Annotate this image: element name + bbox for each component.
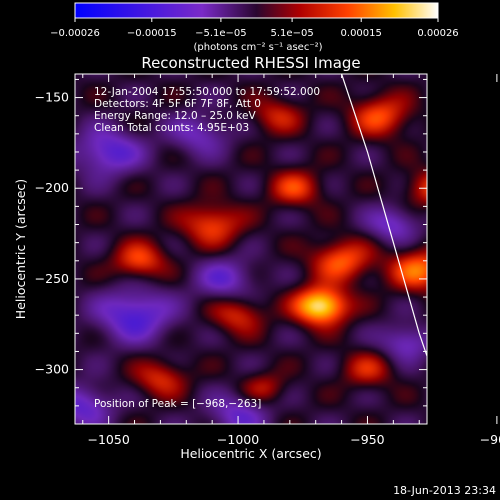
y-tick-label: −250 xyxy=(35,271,69,286)
heatmap-image xyxy=(75,74,427,424)
colorbar-tick-label: 5.1e−05 xyxy=(271,28,314,39)
colorbar-tick-label: 0.00015 xyxy=(341,28,382,39)
annotation-block: 12-Jan-2004 17:55:50.000 to 17:59:52.000… xyxy=(94,86,320,410)
plot-frame xyxy=(74,73,428,425)
annotation-energy: Energy Range: 12.0 – 25.0 keV xyxy=(94,110,256,122)
annotation-clean: Clean Total counts: 4.95E+03 xyxy=(94,122,249,134)
x-axis-title: Heliocentric X (arcsec) xyxy=(180,446,321,461)
annotation-detectors: Detectors: 4F 5F 6F 7F 8F, Att 0 xyxy=(94,98,261,110)
chart-title: Reconstructed RHESSI Image xyxy=(141,54,360,72)
colorbar-tick-label: −5.1e−05 xyxy=(195,28,247,39)
y-tick-label: −200 xyxy=(35,180,69,195)
solar-limb-curve xyxy=(341,74,427,358)
y-axis-title: Heliocentric Y (arcsec) xyxy=(13,179,28,319)
colorbar xyxy=(74,2,439,19)
annotation-peak: Position of Peak = [−968,−263] xyxy=(94,398,261,410)
y-tick-label: −150 xyxy=(35,90,69,105)
x-axis-ticks: −1050 −1000 −950 −900 xyxy=(82,74,500,447)
colorbar-ticks: −0.00026 −0.00015 −5.1e−05 5.1e−05 0.00015 0.… xyxy=(50,18,459,39)
annotation-time-range: 12-Jan-2004 17:55:50.000 to 17:59:52.000 xyxy=(94,86,320,98)
x-tick-label: −950 xyxy=(350,432,384,447)
colorbar-tick-label: 0.00026 xyxy=(417,28,458,39)
y-tick-label: −300 xyxy=(35,362,69,377)
y-axis-ticks: −150 −200 −250 −300 xyxy=(35,78,427,407)
x-tick-label: −900 xyxy=(480,432,500,447)
colorbar-tick-label: −0.00026 xyxy=(50,28,100,39)
colorbar-unit-label: (photons cm⁻² s⁻¹ asec⁻²) xyxy=(193,42,322,53)
footer-timestamp: 18-Jun-2013 23:34 xyxy=(393,484,496,497)
x-tick-label: −1050 xyxy=(87,432,129,447)
colorbar-tick-label: −0.00015 xyxy=(127,28,177,39)
x-tick-label: −1000 xyxy=(217,432,259,447)
